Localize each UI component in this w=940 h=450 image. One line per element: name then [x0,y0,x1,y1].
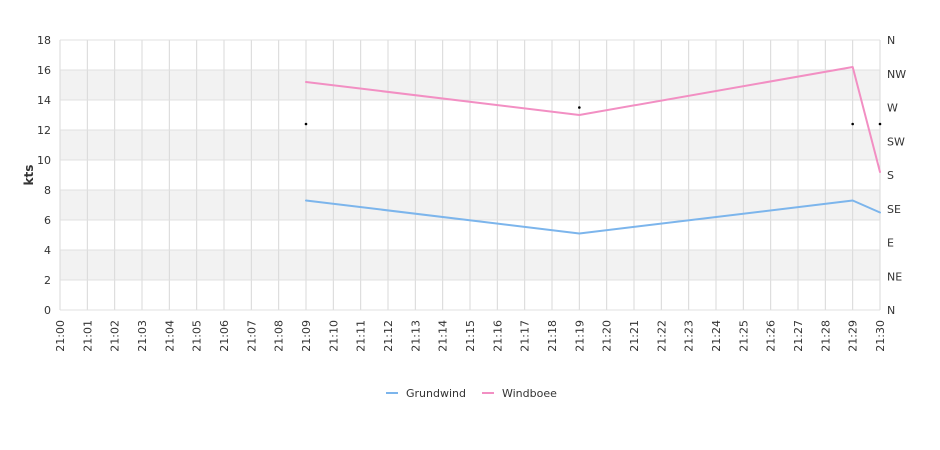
y-axis-tick-labels: 0 2 4 6 8 10 12 14 16 18 [37,34,51,317]
right-axis-label: SW [887,135,905,148]
right-axis-label: E [887,237,894,250]
x-tick-label: 21:21 [628,320,641,352]
right-axis-label: SE [887,203,901,216]
vertical-gridlines [59,40,881,310]
y-tick-label: 14 [37,94,51,107]
series-line-grundwind[interactable] [305,199,881,235]
legend[interactable]: Grundwind Windboee [386,387,557,400]
x-tick-label: 21:02 [109,320,122,352]
right-axis-label: NE [887,270,902,283]
legend-label: Windboee [502,387,557,400]
y-tick-label: 12 [37,124,51,137]
right-axis-label: N [887,304,895,317]
y-tick-label: 0 [44,304,51,317]
right-axis-label: NW [887,68,906,81]
x-tick-label: 21:25 [737,320,750,352]
y-tick-label: 4 [44,244,51,257]
y-tick-label: 8 [44,184,51,197]
direction-marker [304,122,308,126]
x-tick-label: 21:11 [355,320,368,352]
x-tick-label: 21:05 [191,320,204,352]
x-tick-label: 21:01 [81,320,94,352]
direction-marker [878,122,882,126]
x-tick-label: 21:06 [218,320,231,352]
x-tick-label: 21:16 [491,320,504,352]
direction-marker [578,106,581,109]
legend-item-windboee[interactable]: Windboee [481,387,557,400]
x-tick-label: 21:12 [382,320,395,352]
y-tick-label: 16 [37,64,51,77]
x-tick-label: 21:19 [573,320,586,352]
x-tick-label: 21:17 [519,320,532,352]
right-axis-label: S [887,169,894,182]
right-axis-tick-labels: N NE E SE S SW W NW N [887,34,906,317]
x-tick-label: 21:22 [655,320,668,352]
x-tick-label: 21:30 [874,320,887,352]
y-tick-label: 2 [44,274,51,287]
right-axis-label: N [887,34,895,47]
x-tick-label: 21:26 [765,320,778,352]
y-axis-title: kts [22,165,36,186]
x-tick-label: 21:24 [710,320,723,352]
x-tick-label: 21:29 [847,320,860,352]
x-tick-label: 21:15 [464,320,477,352]
series-line-windboee[interactable] [305,66,881,173]
x-tick-label: 21:13 [409,320,422,352]
y-tick-label: 18 [37,34,51,47]
x-tick-label: 21:00 [54,320,67,352]
x-tick-label: 21:28 [819,320,832,352]
x-tick-label: 21:04 [163,320,176,352]
x-tick-label: 21:07 [245,320,258,352]
x-tick-label: 21:09 [300,320,313,352]
right-axis-label: W [887,102,898,115]
horizontal-gridlines [60,39,880,311]
x-tick-label: 21:27 [792,320,805,352]
legend-label: Grundwind [406,387,466,400]
x-tick-label: 21:10 [327,320,340,352]
x-tick-label: 21:08 [273,320,286,352]
series-lines [305,66,881,235]
direction-markers [304,106,882,126]
x-tick-label: 21:20 [601,320,614,352]
y-tick-label: 10 [37,154,51,167]
x-tick-label: 21:18 [546,320,559,352]
x-tick-label: 21:03 [136,320,149,352]
legend-item-grundwind[interactable]: Grundwind [386,387,466,400]
direction-marker [851,122,854,126]
x-axis-tick-labels: 21:00 21:01 21:02 21:03 21:04 21:05 21:06 21:07… [54,320,887,352]
x-tick-label: 21:14 [437,320,450,352]
x-tick-label: 21:23 [683,320,696,352]
y-tick-label: 6 [44,214,51,227]
